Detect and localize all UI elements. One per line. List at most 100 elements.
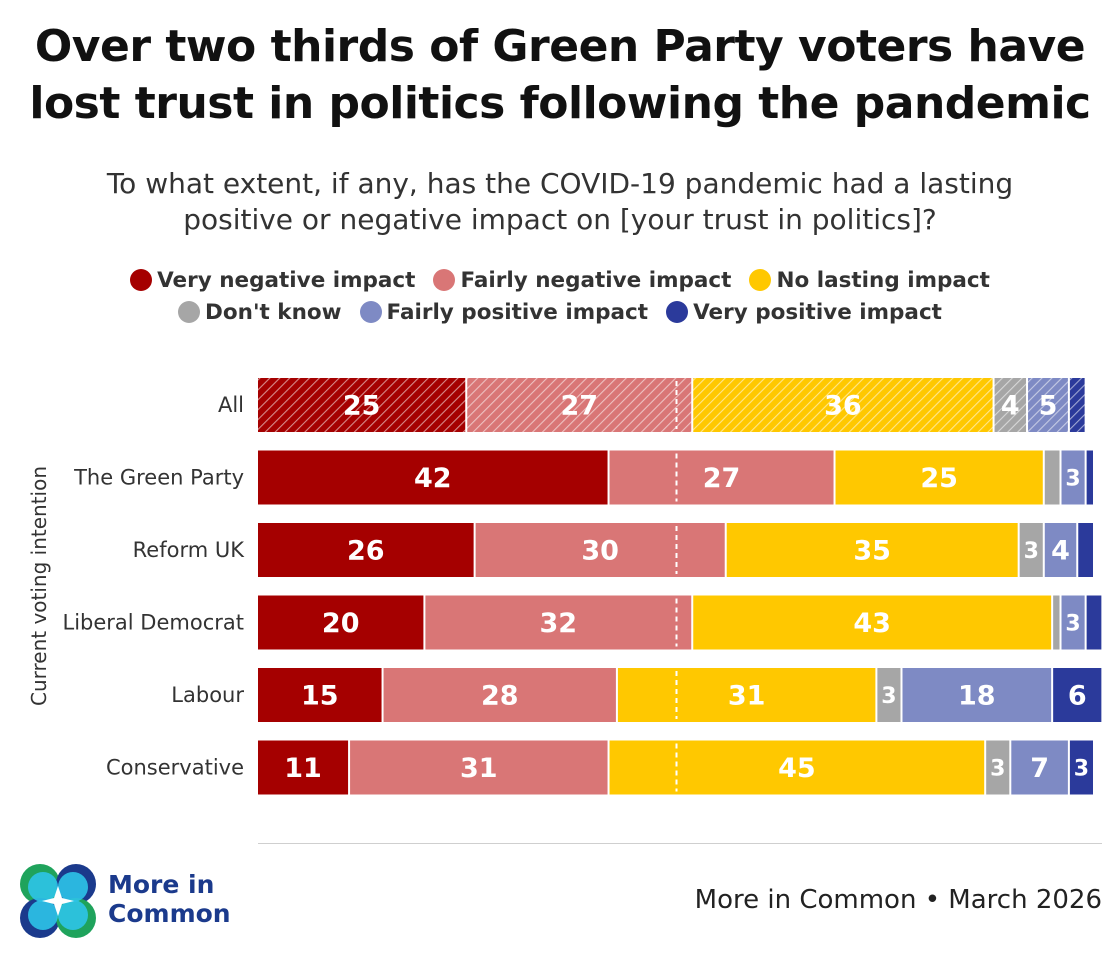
data-label: 7: [1030, 753, 1049, 784]
legend-item: Fairly negative impact: [433, 268, 731, 293]
bar-segment: [1019, 523, 1043, 577]
data-label: 26: [347, 536, 385, 567]
bar-segment: [1011, 740, 1068, 795]
category-label: Conservative: [106, 756, 244, 780]
bar-segment: [350, 740, 608, 795]
bar-segment: [726, 523, 1018, 577]
bar-segment: [1086, 595, 1102, 650]
data-label: 20: [322, 608, 360, 639]
bar-segment: [467, 378, 692, 432]
bar-segment: [1069, 740, 1093, 795]
bar-segment: [258, 378, 466, 432]
bar-segment: [994, 378, 1027, 432]
legend-label: Very negative impact: [157, 268, 416, 293]
y-axis-title: Current voting intention: [27, 466, 51, 706]
bar-segment: [1078, 523, 1093, 577]
category-label: Labour: [171, 683, 244, 707]
data-label: 31: [728, 681, 766, 712]
title-line-2: lost trust in politics following the pan…: [29, 78, 1091, 129]
bar-segment: [258, 523, 474, 577]
bar-segment: [617, 668, 876, 722]
subtitle-line-1: To what extent, if any, has the COVID-19…: [106, 167, 1014, 200]
legend-item: Very negative impact: [130, 268, 415, 293]
bar-segment: [1044, 523, 1077, 577]
data-label: 15: [301, 681, 339, 712]
data-label: 4: [1001, 391, 1020, 422]
bar-segment: [258, 740, 349, 795]
data-label: 35: [853, 536, 891, 567]
data-label: 27: [703, 463, 741, 494]
bar-segment: [258, 668, 382, 722]
title-line-1: Over two thirds of Green Party voters ha…: [34, 21, 1086, 72]
data-label: 28: [481, 681, 519, 712]
data-label: 45: [778, 753, 816, 784]
category-label: Reform UK: [133, 538, 246, 562]
data-label: 25: [343, 391, 381, 422]
data-label: 3: [1024, 539, 1039, 564]
bar-segment: [1061, 450, 1085, 505]
bar-segment: [425, 595, 692, 650]
bar-segment: [1086, 450, 1093, 505]
bar-segment: [835, 450, 1043, 505]
brand-name: More in Common: [108, 870, 231, 928]
legend-label: Very positive impact: [693, 300, 942, 325]
data-label: 3: [881, 684, 896, 709]
legend-swatch-icon: [666, 301, 689, 323]
legend-swatch-icon: [130, 269, 153, 291]
bar-segment: [609, 450, 834, 505]
data-label: 6: [1068, 681, 1087, 712]
legend-label: Fairly negative impact: [460, 268, 732, 293]
data-label: 5: [1039, 391, 1058, 422]
legend-item: No lasting impact: [749, 268, 990, 293]
bar-segment: [258, 450, 608, 505]
legend-label: Fairly positive impact: [386, 300, 649, 325]
legend-row-1: Very negative impact Fairly negative impa…: [0, 268, 1120, 293]
legend-swatch-icon: [178, 301, 201, 323]
category-label: Liberal Democrat: [63, 611, 244, 635]
data-label: 31: [460, 753, 498, 784]
bar-segment: [1053, 668, 1102, 722]
bar-segment: [693, 595, 1052, 650]
data-label: 11: [284, 753, 322, 784]
data-label: 30: [581, 536, 619, 567]
brand-line-1: More in: [108, 870, 215, 899]
data-label: 43: [853, 608, 891, 639]
data-label: 42: [414, 463, 452, 494]
footer-divider: [258, 843, 1102, 844]
data-label: 3: [1065, 611, 1080, 636]
bar-segment: [1069, 378, 1085, 432]
data-label: 32: [540, 608, 578, 639]
bar-segment: [1044, 450, 1060, 505]
bar-segment: [1053, 595, 1060, 650]
more-in-common-logo-icon: [20, 864, 96, 938]
data-label: 3: [1065, 466, 1080, 491]
bar-segment: [986, 740, 1010, 795]
subtitle-line-2: positive or negative impact on [your tru…: [183, 203, 937, 236]
data-label: 4: [1051, 536, 1070, 567]
bar-segment: [258, 595, 424, 650]
bar-segment: [1028, 378, 1068, 432]
data-label: 3: [990, 756, 1005, 781]
legend-row-2: Don't know Fairly positive impact Very pos…: [0, 300, 1120, 325]
legend-swatch-icon: [433, 269, 456, 291]
category-label: All: [218, 393, 244, 417]
data-label: 36: [824, 391, 862, 422]
legend-swatch-icon: [359, 301, 382, 323]
bar-segment: [693, 378, 993, 432]
legend-label: No lasting impact: [776, 268, 990, 293]
source-credit: More in Common • March 2026: [694, 885, 1102, 915]
legend-item: Fairly positive impact: [359, 300, 649, 325]
chart-title: Over two thirds of Green Party voters ha…: [0, 18, 1120, 132]
bar-segment: [902, 668, 1052, 722]
data-label: 18: [958, 681, 996, 712]
brand-line-2: Common: [108, 899, 231, 928]
data-label: 3: [1074, 756, 1089, 781]
chart-subtitle: To what extent, if any, has the COVID-19…: [0, 166, 1120, 238]
bar-segment: [1061, 595, 1085, 650]
bar-segment: [609, 740, 985, 795]
legend-item: Don't know: [178, 300, 342, 325]
bar-segment: [383, 668, 616, 722]
legend-label: Don't know: [205, 300, 342, 325]
legend-swatch-icon: [749, 269, 772, 291]
